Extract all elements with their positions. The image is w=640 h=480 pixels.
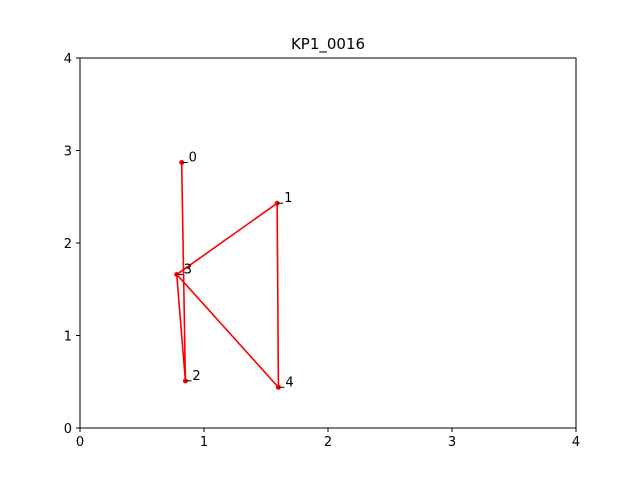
- plot-area: [79, 57, 577, 429]
- x-tick-label: 1: [200, 435, 208, 450]
- y-tick-label: 1: [64, 330, 72, 345]
- x-tick-label: 3: [448, 435, 456, 450]
- x-tick-label: 0: [76, 435, 84, 450]
- y-tick-label: 4: [64, 52, 72, 67]
- x-tick-label: 4: [572, 435, 580, 450]
- point-label-0: 0: [189, 151, 197, 166]
- y-axis: 0 1 2 3 4: [64, 52, 80, 437]
- y-tick-label: 3: [64, 145, 72, 160]
- point-label-2: 2: [192, 369, 200, 384]
- series-line: [175, 162, 280, 390]
- point-labels: 0 1 2 3 4: [176, 151, 294, 390]
- chart-title: KP1_0016: [291, 35, 365, 54]
- point-label-4: 4: [285, 375, 293, 390]
- point-label-3: 3: [184, 262, 192, 277]
- y-tick-label: 2: [64, 237, 72, 252]
- y-tick-label: 0: [64, 422, 72, 437]
- x-tick-label: 2: [324, 435, 332, 450]
- x-axis: 0 1 2 3 4: [76, 428, 580, 450]
- point-label-1: 1: [284, 191, 292, 206]
